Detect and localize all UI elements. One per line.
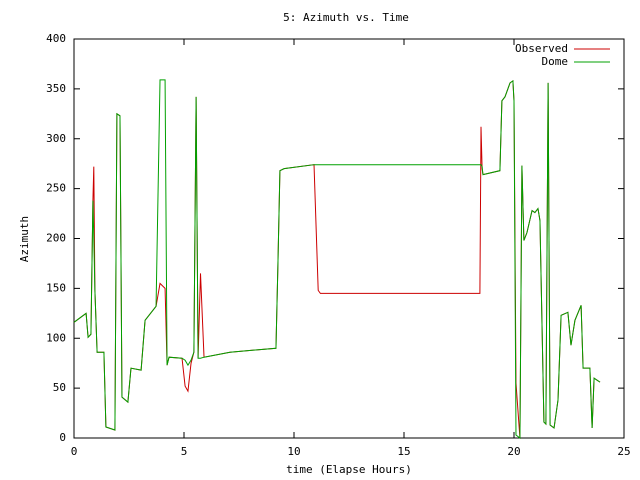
chart-title: 5: Azimuth vs. Time: [283, 11, 409, 24]
y-tick-label: 150: [46, 281, 66, 294]
y-tick-label: 300: [46, 132, 66, 145]
legend-label: Observed: [515, 42, 568, 55]
y-axis-label: Azimuth: [18, 216, 31, 262]
y-tick-label: 250: [46, 182, 66, 195]
x-tick-label: 20: [507, 445, 520, 458]
y-tick-label: 0: [59, 431, 66, 444]
legend-label: Dome: [542, 55, 569, 68]
plot-frame: [73, 38, 625, 439]
x-tick-label: 5: [181, 445, 188, 458]
y-tick-label: 50: [53, 381, 66, 394]
data-line: [73, 79, 601, 439]
y-tick-label: 200: [46, 232, 66, 245]
y-tick-label: 100: [46, 331, 66, 344]
y-tick-label: 400: [46, 32, 66, 45]
y-tick-label: 350: [46, 82, 66, 95]
x-tick-label: 25: [617, 445, 630, 458]
x-tick-label: 15: [397, 445, 410, 458]
x-tick-label: 0: [71, 445, 78, 458]
x-tick-label: 10: [287, 445, 300, 458]
x-axis-label: time (Elapse Hours): [286, 463, 412, 476]
